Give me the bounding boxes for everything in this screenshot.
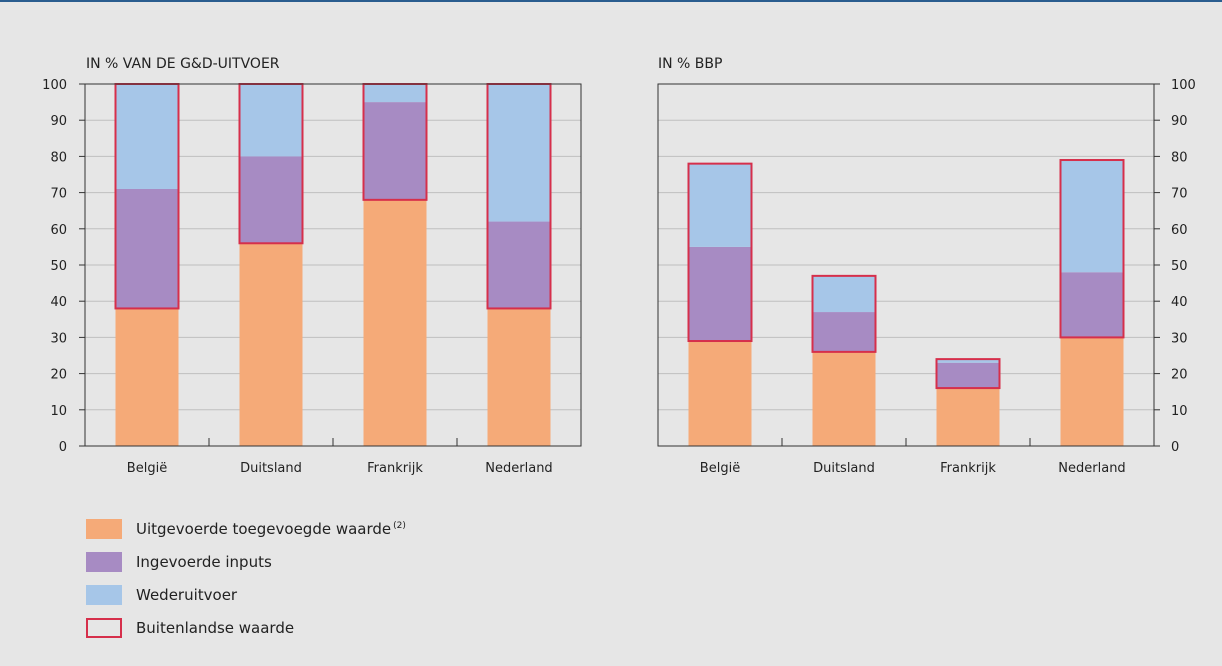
chart2-category-label: Duitsland bbox=[813, 461, 875, 476]
chart1-bar-uitgevoerde bbox=[239, 243, 303, 446]
chart1-title: IN % VAN DE G&D-UITVOER bbox=[86, 56, 280, 72]
chart2-y-tick-label: 100 bbox=[1171, 78, 1196, 93]
chart1-y-tick-label: 80 bbox=[50, 150, 67, 165]
chart1-bar-wederuitvoer bbox=[363, 84, 427, 103]
chart1-category-label: België bbox=[127, 461, 167, 476]
chart2-bar-wederuitvoer bbox=[812, 275, 876, 313]
chart2-bar-ingevoerde bbox=[936, 362, 1000, 389]
chart2-y-tick-label: 20 bbox=[1171, 368, 1188, 383]
legend-item-ingevoerde: Ingevoerde inputs bbox=[86, 545, 406, 578]
legend-swatch-buitenlandse bbox=[86, 617, 122, 638]
chart2-y-tick-label: 10 bbox=[1171, 404, 1188, 419]
charts-canvas: IN % VAN DE G&D-UITVOER België Duitsland Fr… bbox=[42, 56, 1196, 476]
chart2-y-tick-label: 90 bbox=[1171, 114, 1188, 129]
chart1-y-tick-label: 90 bbox=[50, 114, 67, 129]
chart2-bar-ingevoerde bbox=[1060, 272, 1124, 338]
chart2-category-label: Nederland bbox=[1058, 461, 1125, 476]
chart1-y-tick-label: 40 bbox=[50, 295, 67, 310]
chart2-buitenlandse-outline bbox=[935, 358, 1001, 390]
legend-swatch-uitgevoerde bbox=[86, 518, 122, 539]
chart1-bar-ingevoerde bbox=[487, 221, 551, 309]
chart2-bar-wederuitvoer bbox=[1060, 160, 1124, 273]
chart2-bar-wederuitvoer bbox=[936, 359, 1000, 363]
chart1-bar-wederuitvoer bbox=[239, 84, 303, 157]
chart2-category-label: Frankrijk bbox=[940, 461, 996, 476]
chart1-y-tick-label: 70 bbox=[50, 187, 67, 202]
legend-item-buitenlandse: Buitenlandse waarde bbox=[86, 611, 406, 644]
chart1-bar-uitgevoerde bbox=[363, 199, 427, 446]
chart1-bar-ingevoerde bbox=[115, 188, 179, 309]
chart1-y-tick-label: 60 bbox=[50, 223, 67, 238]
chart2-bar-wederuitvoer bbox=[688, 163, 752, 247]
chart1-bar-uitgevoerde bbox=[487, 308, 551, 446]
chart1-y-tick-label: 0 bbox=[59, 440, 67, 455]
chart1-y-tick-label: 10 bbox=[50, 404, 67, 419]
top-rule bbox=[0, 0, 1222, 2]
chart1-bar-ingevoerde bbox=[239, 156, 303, 244]
chart1-y-tick-label: 50 bbox=[50, 259, 67, 274]
chart1-y-tick-label: 30 bbox=[50, 331, 67, 346]
chart2-y-tick-label: 30 bbox=[1171, 331, 1188, 346]
chart2-bar-uitgevoerde bbox=[688, 341, 752, 446]
chart2-bar-uitgevoerde bbox=[812, 351, 876, 446]
chart2-y-tick-label: 0 bbox=[1171, 440, 1179, 455]
chart2-buitenlandse-outline bbox=[1059, 159, 1125, 339]
chart2-y-tick-label: 70 bbox=[1171, 187, 1188, 202]
legend-label-buitenlandse: Buitenlandse waarde bbox=[136, 618, 295, 637]
chart1-category-label: Nederland bbox=[485, 461, 552, 476]
chart2-bar-ingevoerde bbox=[812, 312, 876, 352]
chart2-buitenlandse-outline bbox=[687, 162, 753, 343]
chart1-category-label: Duitsland bbox=[240, 461, 302, 476]
chart2-y-tick-label: 40 bbox=[1171, 295, 1188, 310]
chart2-title: IN % BBP bbox=[658, 56, 722, 72]
legend-item-wederuitvoer: Wederuitvoer bbox=[86, 578, 406, 611]
legend-label-wederuitvoer: Wederuitvoer bbox=[136, 585, 238, 604]
legend-label-uitgevoerde: Uitgevoerde toegevoegde waarde (2) bbox=[136, 519, 406, 538]
legend-label-ingevoerde: Ingevoerde inputs bbox=[136, 552, 272, 571]
chart2-category-label: België bbox=[700, 461, 740, 476]
chart1-bar-wederuitvoer bbox=[487, 84, 551, 222]
chart1-bar-uitgevoerde bbox=[115, 308, 179, 446]
chart2-bar-ingevoerde bbox=[688, 246, 752, 342]
chart1-category-label: Frankrijk bbox=[367, 461, 423, 476]
chart2-y-tick-label: 60 bbox=[1171, 223, 1188, 238]
chart1-y-tick-label: 100 bbox=[42, 78, 67, 93]
legend-swatch-wederuitvoer bbox=[86, 584, 122, 605]
chart2-bar-uitgevoerde bbox=[1060, 337, 1124, 446]
chart2-bar-uitgevoerde bbox=[936, 388, 1000, 446]
legend-item-uitgevoerde: Uitgevoerde toegevoegde waarde (2) bbox=[86, 512, 406, 545]
chart2-buitenlandse-outline bbox=[811, 274, 877, 353]
legend-swatch-ingevoerde bbox=[86, 551, 122, 572]
chart2-y-tick-label: 80 bbox=[1171, 150, 1188, 165]
chart2-y-tick-label: 50 bbox=[1171, 259, 1188, 274]
chart1-bar-wederuitvoer bbox=[115, 84, 179, 189]
chart1-y-tick-label: 20 bbox=[50, 368, 67, 383]
chart1-bar-ingevoerde bbox=[363, 102, 427, 200]
legend: Uitgevoerde toegevoegde waarde (2) Ingevo… bbox=[86, 512, 406, 644]
